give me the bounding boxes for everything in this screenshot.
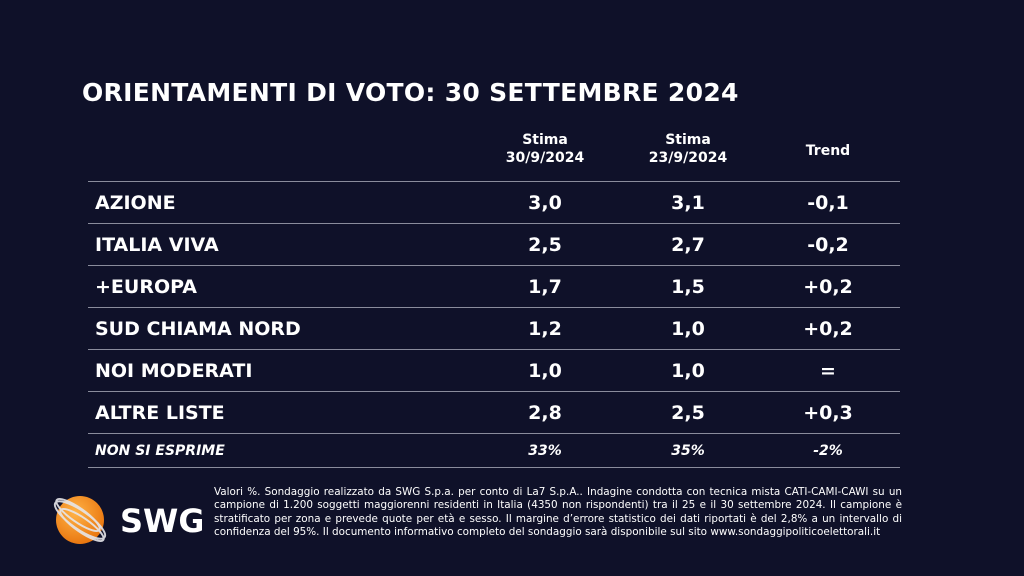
column-header-trend: Trend — [758, 142, 898, 160]
trend-value: +0,2 — [803, 275, 853, 298]
poll-table: AZIONE 3,0 3,1 -0,1 ITALIA VIVA 2,5 2,7 -0,2 +EU… — [88, 181, 900, 468]
current-estimate: 1,7 — [528, 275, 562, 298]
table-row: NON SI ESPRIME 33% 35% -2% — [88, 434, 900, 468]
table-row: SUD CHIAMA NORD 1,2 1,0 +0,2 — [88, 308, 900, 350]
current-estimate: 3,0 — [528, 191, 562, 214]
current-estimate: 2,8 — [528, 401, 562, 424]
table-row: NOI MODERATI 1,0 1,0 = — [88, 350, 900, 392]
trend-value: +0,2 — [803, 317, 853, 340]
swg-globe-icon: SWG — [53, 496, 205, 544]
table-row: +EUROPA 1,7 1,5 +0,2 — [88, 266, 900, 308]
header-line: Stima — [522, 132, 568, 148]
column-header-current: Stima 30/9/2024 — [475, 131, 615, 167]
swg-logo: SWG — [42, 487, 205, 557]
party-name: SUD CHIAMA NORD — [95, 317, 301, 340]
party-name: NON SI ESPRIME — [95, 442, 225, 459]
logo-text: SWG — [120, 502, 202, 540]
header-line: 30/9/2024 — [505, 150, 585, 166]
header-line: 23/9/2024 — [648, 150, 728, 166]
methodology-note: Valori %. Sondaggio realizzato da SWG S.… — [214, 486, 902, 539]
current-estimate: 1,0 — [528, 359, 562, 382]
previous-estimate: 1,0 — [671, 317, 705, 340]
previous-estimate: 1,0 — [671, 359, 705, 382]
previous-estimate: 2,7 — [671, 233, 705, 256]
current-estimate: 1,2 — [528, 317, 562, 340]
party-name: AZIONE — [95, 191, 176, 214]
party-name: ITALIA VIVA — [95, 233, 219, 256]
current-estimate: 33% — [528, 442, 562, 459]
trend-value: +0,3 — [803, 401, 853, 424]
trend-value: = — [820, 359, 836, 382]
party-name: ALTRE LISTE — [95, 401, 225, 424]
header-line: Stima — [665, 132, 711, 148]
trend-value: -0,1 — [807, 191, 849, 214]
party-name: NOI MODERATI — [95, 359, 253, 382]
current-estimate: 2,5 — [528, 233, 562, 256]
column-header-previous: Stima 23/9/2024 — [618, 131, 758, 167]
table-row: ALTRE LISTE 2,8 2,5 +0,3 — [88, 392, 900, 434]
previous-estimate: 2,5 — [671, 401, 705, 424]
previous-estimate: 35% — [671, 442, 705, 459]
trend-value: -0,2 — [807, 233, 849, 256]
trend-value: -2% — [813, 442, 843, 459]
table-row: ITALIA VIVA 2,5 2,7 -0,2 — [88, 224, 900, 266]
table-row: AZIONE 3,0 3,1 -0,1 — [88, 182, 900, 224]
previous-estimate: 3,1 — [671, 191, 705, 214]
previous-estimate: 1,5 — [671, 275, 705, 298]
page-title: ORIENTAMENTI DI VOTO: 30 SETTEMBRE 2024 — [82, 78, 739, 107]
party-name: +EUROPA — [95, 275, 197, 298]
header-line: Trend — [805, 143, 851, 159]
